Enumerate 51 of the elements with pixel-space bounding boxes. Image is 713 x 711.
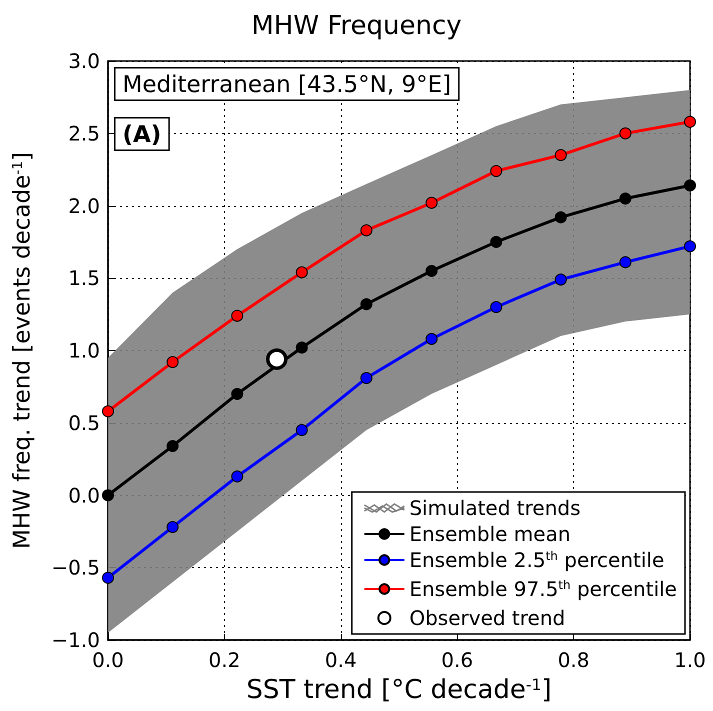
point — [619, 192, 632, 205]
point — [360, 372, 372, 384]
y-tick-label: 2.0 — [68, 194, 100, 218]
point — [684, 116, 696, 128]
x-tick-label: 0.8 — [558, 648, 590, 672]
point — [102, 489, 114, 502]
y-tick-label: 0.5 — [68, 410, 100, 435]
y-tick-label: 3.0 — [68, 49, 100, 73]
point — [684, 179, 696, 192]
x-tick-label: 0.2 — [208, 648, 240, 672]
annotation: (A) — [122, 122, 162, 148]
point — [166, 356, 179, 368]
point — [554, 274, 567, 286]
point — [102, 405, 114, 418]
point — [426, 196, 438, 209]
x-tick-label: 0.4 — [324, 648, 357, 672]
y-tick-label: 1.0 — [68, 338, 100, 362]
x-tick-label: 0.6 — [441, 648, 474, 672]
point — [296, 266, 308, 278]
point — [619, 256, 632, 268]
point — [619, 127, 632, 140]
point — [231, 470, 244, 482]
y-tick-label: 2.5 — [68, 121, 100, 146]
point — [426, 332, 438, 345]
point — [684, 240, 696, 252]
point — [266, 348, 288, 370]
x-tick-label: 1.0 — [674, 648, 706, 672]
y-tick-label: 1.5 — [68, 266, 100, 290]
y-tick-label: −0.5 — [51, 556, 100, 580]
point — [231, 310, 244, 322]
chart-title: MHW Frequency — [251, 11, 462, 41]
point — [231, 388, 244, 400]
point — [360, 224, 372, 236]
point — [296, 424, 308, 436]
point — [166, 521, 179, 534]
point — [360, 298, 372, 310]
legend-label: Ensemble mean — [409, 522, 571, 546]
point — [490, 165, 502, 178]
y-axis-title: MHW freq. trend [events decade-1] — [10, 152, 36, 549]
legend-label: Observed trend — [409, 606, 566, 630]
point — [426, 264, 438, 277]
annotation: Mediterranean [43.5°N, 9°E] — [122, 72, 452, 98]
point — [166, 440, 179, 452]
point — [102, 572, 114, 584]
legend-label: Simulated trends — [409, 496, 581, 520]
point — [554, 211, 567, 224]
point — [490, 301, 502, 314]
y-tick-label: 0.0 — [68, 483, 100, 508]
point — [296, 342, 308, 354]
point — [554, 149, 567, 162]
point — [490, 236, 502, 248]
